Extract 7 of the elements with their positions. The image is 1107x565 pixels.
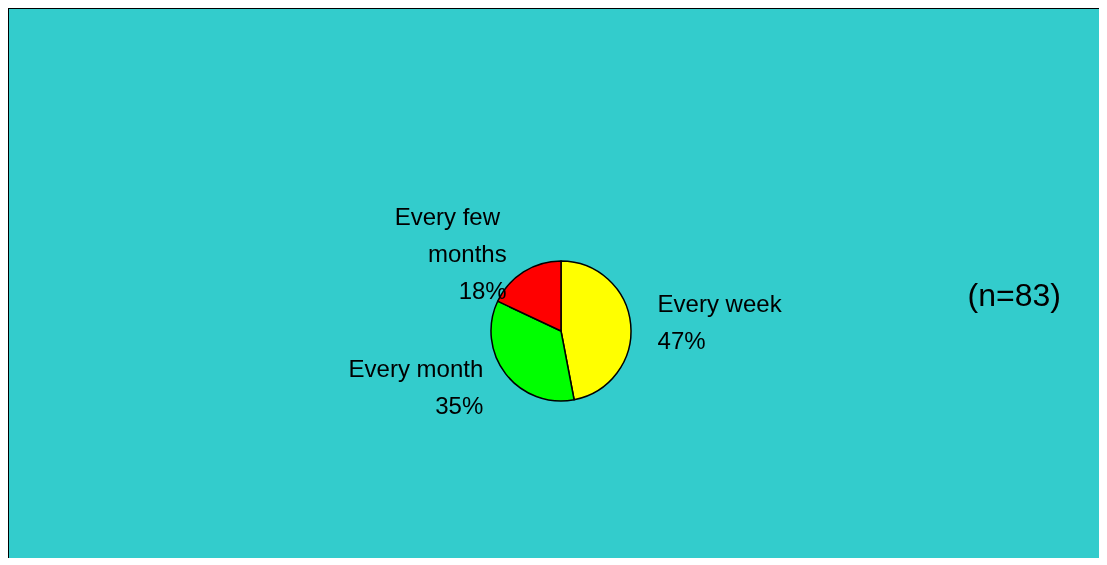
slice-label: Every week: [657, 290, 783, 318]
slice-label: Every few months: [394, 202, 507, 267]
slice-label: Every month: [348, 355, 484, 383]
data-label: 47%: [657, 327, 706, 355]
data-label: 18%: [458, 276, 507, 304]
data-label: 35%: [435, 392, 484, 420]
text: (n=83): [967, 277, 1061, 313]
